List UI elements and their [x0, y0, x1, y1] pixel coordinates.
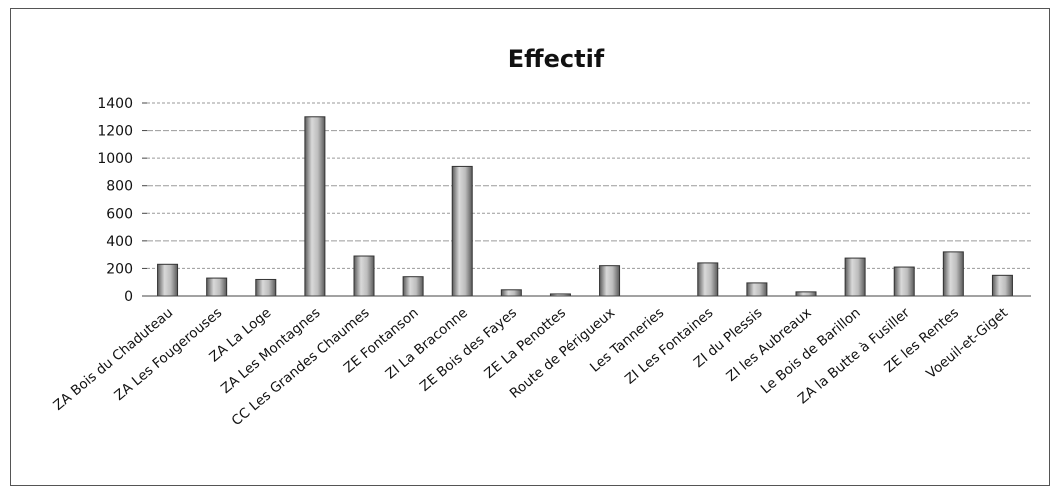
bar — [893, 266, 915, 297]
bar — [500, 289, 522, 297]
y-tick-label: 1400 — [97, 96, 133, 112]
bar — [991, 274, 1013, 297]
y-tick-label: 0 — [124, 289, 133, 305]
bar — [206, 277, 228, 297]
y-tick-label: 1000 — [97, 151, 133, 167]
chart-title: Effectif — [508, 45, 605, 73]
bars — [157, 116, 1013, 297]
bar — [255, 278, 277, 297]
bar — [599, 265, 621, 297]
y-tick-label: 1200 — [97, 124, 133, 140]
bar — [353, 255, 375, 297]
bar — [746, 282, 768, 297]
chart-frame: Effectif 0 200 400 600 800 1000 1200 1400 ZA Bo… — [10, 8, 1050, 486]
bar-chart: Effectif 0 200 400 600 800 1000 1200 1400 ZA Bo… — [50, 45, 1031, 430]
x-tick-label: ZI les Aubreaux — [723, 305, 814, 385]
bar — [942, 251, 964, 297]
gridlines — [147, 102, 1031, 269]
x-tick-label: ZI Les Fontaines — [622, 305, 716, 388]
y-axis-ticks: 0 200 400 600 800 1000 1200 1400 — [97, 96, 147, 305]
bar — [304, 116, 326, 297]
bar — [844, 257, 866, 297]
y-tick-label: 800 — [106, 179, 133, 195]
bar — [402, 276, 424, 297]
bar — [157, 263, 179, 297]
bar — [795, 291, 817, 297]
bar — [451, 165, 473, 297]
x-tick-label: ZI La Braconne — [383, 305, 471, 383]
bar — [697, 262, 719, 297]
y-tick-label: 600 — [106, 206, 133, 222]
y-tick-label: 400 — [106, 234, 133, 250]
y-tick-label: 200 — [106, 261, 133, 277]
